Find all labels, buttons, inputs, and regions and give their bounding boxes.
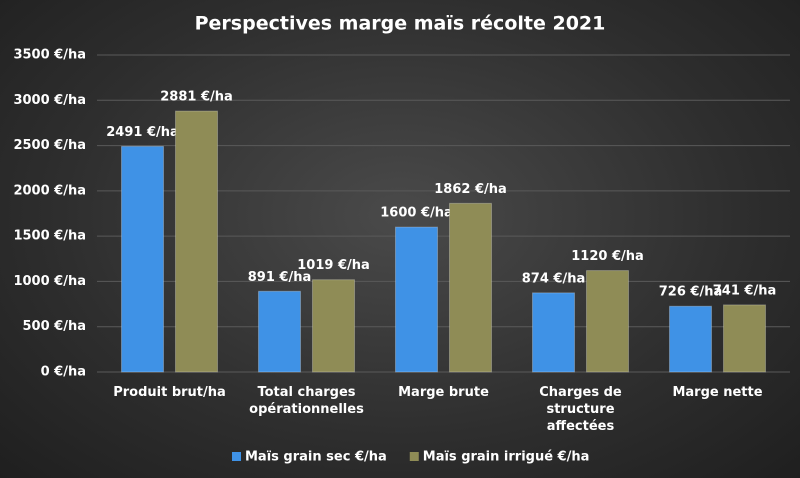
bar [449,202,492,373]
y-tick-label: 500 €/ha [23,319,86,334]
x-tick-label: Marge brute [398,385,489,400]
legend-swatch [409,452,419,461]
bar [669,305,712,373]
value-label: 1600 €/ha [380,206,453,221]
x-tick-label: Charges de structure affectées [539,385,622,434]
legend-swatch [232,452,241,461]
y-tick-label: 0 €/ha [41,365,86,380]
y-tick-label: 2500 €/ha [13,138,86,153]
value-label: 1120 €/ha [571,249,644,264]
bar [586,270,629,373]
legend-label: Maïs grain irrigué €/ha [423,450,590,465]
value-label: 874 €/ha [522,271,585,286]
x-tick-label: Total charges opérationnelles [249,385,364,417]
x-tick-label: Marge nette [672,385,763,400]
value-label: 741 €/ha [713,283,776,298]
value-label: 2491 €/ha [106,125,179,140]
value-label: 2881 €/ha [160,90,233,105]
legend-label: Maïs grain sec €/ha [245,450,387,465]
y-tick-label: 1500 €/ha [13,229,86,244]
bar [258,290,301,373]
y-tick-label: 1000 €/ha [13,274,86,289]
value-label: 1862 €/ha [434,182,507,197]
y-tick-label: 3500 €/ha [13,48,86,63]
bar [723,304,766,373]
bar [175,110,218,373]
bar [312,279,355,373]
value-label: 1019 €/ha [297,258,370,273]
bar [395,226,438,373]
bar [121,145,164,373]
x-tick-label: Produit brut/ha [113,385,226,400]
chart-title: Perspectives marge maïs récolte 2021 [195,13,606,35]
value-label: 891 €/ha [248,270,311,285]
bar [532,292,575,373]
y-tick-label: 3000 €/ha [13,93,86,108]
value-label: 726 €/ha [659,285,722,300]
y-tick-label: 2000 €/ha [13,183,86,198]
